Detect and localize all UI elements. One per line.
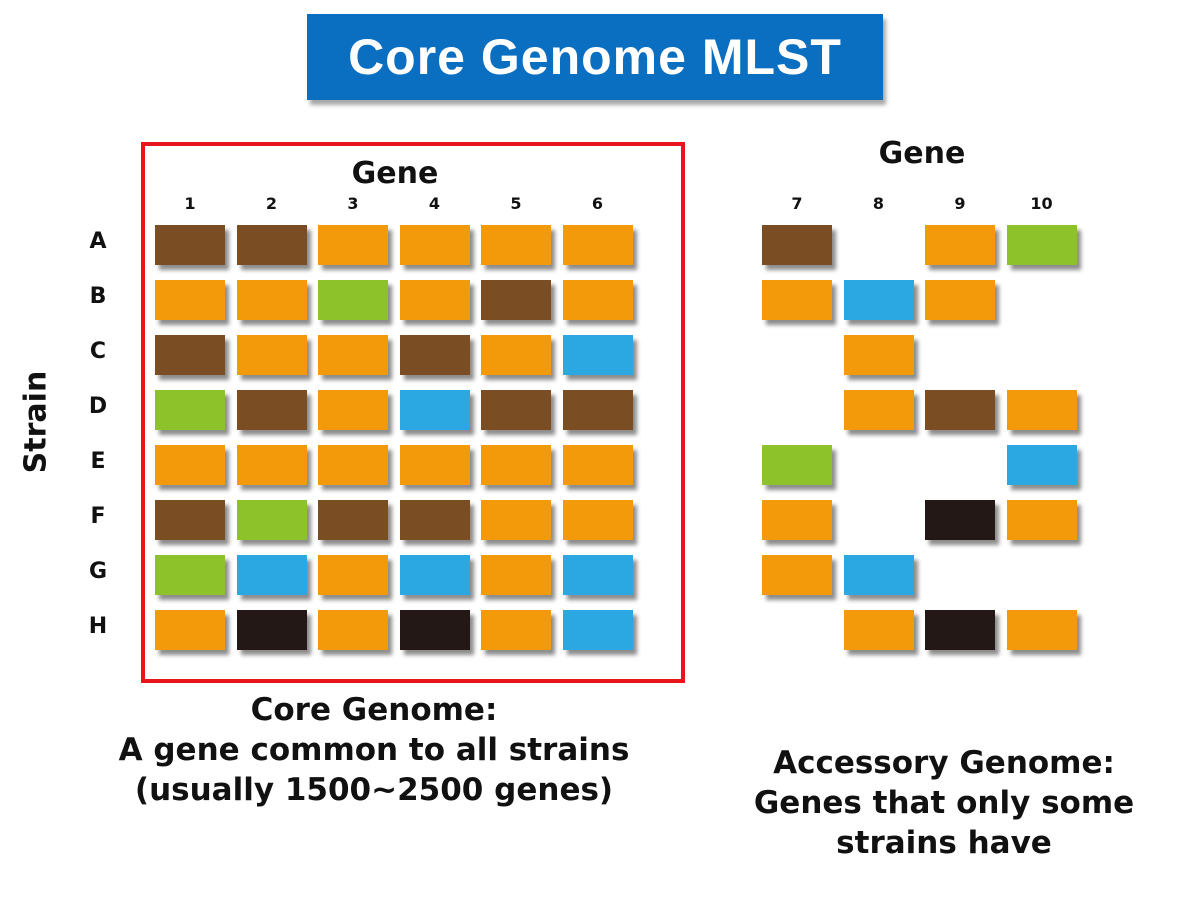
core-allele-cell-orange <box>399 280 470 320</box>
core-gene-number: 3 <box>347 194 359 213</box>
core-genome-caption: Core Genome: A gene common to all strain… <box>119 690 630 810</box>
strain-label: A <box>89 229 107 254</box>
accessory-allele-cell-blue <box>843 280 914 320</box>
core-allele-cell-blue <box>562 555 633 595</box>
core-genome-frame <box>141 142 685 683</box>
strain-axis-label: Strain <box>18 370 54 474</box>
accessory-gene-number: 10 <box>1030 194 1053 213</box>
accessory-allele-cell-orange <box>925 280 995 320</box>
core-allele-cell-orange <box>481 225 551 265</box>
core-allele-cell-orange <box>318 390 388 430</box>
core-allele-cell-brown <box>562 390 633 430</box>
core-allele-cell-blue <box>399 390 470 430</box>
core-caption-line: (usually 1500~2500 genes) <box>134 772 614 808</box>
core-allele-cell-brown <box>236 225 307 265</box>
core-allele-cell-brown <box>155 335 225 375</box>
accessory-allele-cell-orange <box>843 335 914 375</box>
core-allele-cell-orange <box>562 280 633 320</box>
core-allele-cell-orange <box>318 555 388 595</box>
core-allele-cell-green <box>155 555 225 595</box>
core-allele-cell-brown <box>399 500 470 540</box>
core-allele-cell-orange <box>318 610 388 650</box>
core-gene-number: 4 <box>428 194 441 213</box>
accessory-allele-cell-blue <box>1006 445 1077 485</box>
core-allele-cell-orange <box>236 445 307 485</box>
strain-label: B <box>89 284 107 309</box>
core-allele-cell-brown <box>481 280 551 320</box>
accessory-gene-axis-label: Gene <box>878 136 966 171</box>
strain-label: D <box>88 394 108 419</box>
accessory-allele-cell-orange <box>1006 390 1077 430</box>
accessory-allele-cell-blue <box>843 555 914 595</box>
core-allele-cell-orange <box>481 500 551 540</box>
accessory-allele-cell-green <box>1006 225 1077 265</box>
accessory-gene-number: 8 <box>872 194 885 213</box>
core-allele-cell-orange <box>155 280 225 320</box>
core-allele-cell-orange <box>318 445 388 485</box>
core-allele-cell-brown <box>318 500 388 540</box>
core-allele-cell-orange <box>399 225 470 265</box>
core-allele-cell-black <box>399 610 470 650</box>
accessory-caption-line: strains have <box>836 825 1052 861</box>
core-allele-cell-blue <box>562 610 633 650</box>
accessory-caption-line: Genes that only some <box>753 785 1135 821</box>
core-allele-cell-orange <box>155 610 225 650</box>
accessory-allele-cell-orange <box>762 280 832 320</box>
strain-label: F <box>90 504 106 529</box>
core-allele-cell-orange <box>481 335 551 375</box>
strain-label: H <box>88 614 108 639</box>
core-allele-cell-orange <box>562 500 633 540</box>
core-allele-cell-brown <box>236 390 307 430</box>
core-allele-cell-orange <box>155 445 225 485</box>
accessory-allele-cell-black <box>925 500 995 540</box>
strain-label: C <box>89 339 107 364</box>
core-allele-cell-orange <box>399 445 470 485</box>
core-allele-cell-orange <box>318 225 388 265</box>
core-gene-number: 6 <box>591 194 604 213</box>
accessory-allele-cell-orange <box>762 500 832 540</box>
accessory-caption-line: Accessory Genome: <box>773 745 1115 781</box>
diagram-title: Core Genome MLST <box>307 14 883 100</box>
accessory-allele-cell-orange <box>925 225 995 265</box>
accessory-gene-number: 9 <box>954 194 966 213</box>
accessory-allele-cell-brown <box>925 390 995 430</box>
core-allele-cell-orange <box>481 610 551 650</box>
accessory-allele-cell-orange <box>1006 500 1077 540</box>
core-allele-cell-orange <box>236 280 307 320</box>
core-allele-cell-blue <box>236 555 307 595</box>
accessory-genome-caption: Accessory Genome: Genes that only some s… <box>754 743 1134 863</box>
core-allele-cell-brown <box>481 390 551 430</box>
accessory-allele-cell-green <box>762 445 832 485</box>
accessory-allele-cell-black <box>925 610 995 650</box>
core-allele-cell-black <box>236 610 307 650</box>
core-allele-cell-green <box>318 280 388 320</box>
strain-label: E <box>90 449 106 474</box>
core-gene-axis-label: Gene <box>351 156 439 191</box>
core-allele-cell-green <box>236 500 307 540</box>
accessory-gene-number: 7 <box>791 194 803 213</box>
core-gene-number: 1 <box>184 194 196 213</box>
strain-label: G <box>88 559 108 584</box>
core-gene-number: 5 <box>510 194 522 213</box>
accessory-allele-cell-orange <box>762 555 832 595</box>
core-allele-cell-blue <box>562 335 633 375</box>
core-allele-cell-orange <box>481 445 551 485</box>
core-allele-cell-brown <box>155 225 225 265</box>
accessory-allele-cell-orange <box>843 610 914 650</box>
accessory-allele-cell-brown <box>762 225 832 265</box>
core-allele-cell-orange <box>236 335 307 375</box>
core-allele-cell-brown <box>155 500 225 540</box>
core-allele-cell-orange <box>481 555 551 595</box>
accessory-allele-cell-orange <box>843 390 914 430</box>
core-allele-cell-orange <box>562 225 633 265</box>
core-allele-cell-orange <box>562 445 633 485</box>
accessory-allele-cell-orange <box>1006 610 1077 650</box>
core-caption-line: A gene common to all strains <box>118 732 630 768</box>
core-allele-cell-brown <box>399 335 470 375</box>
core-gene-number: 2 <box>265 194 278 213</box>
core-caption-line: Core Genome: <box>250 692 498 728</box>
core-allele-cell-blue <box>399 555 470 595</box>
core-allele-cell-green <box>155 390 225 430</box>
core-allele-cell-orange <box>318 335 388 375</box>
